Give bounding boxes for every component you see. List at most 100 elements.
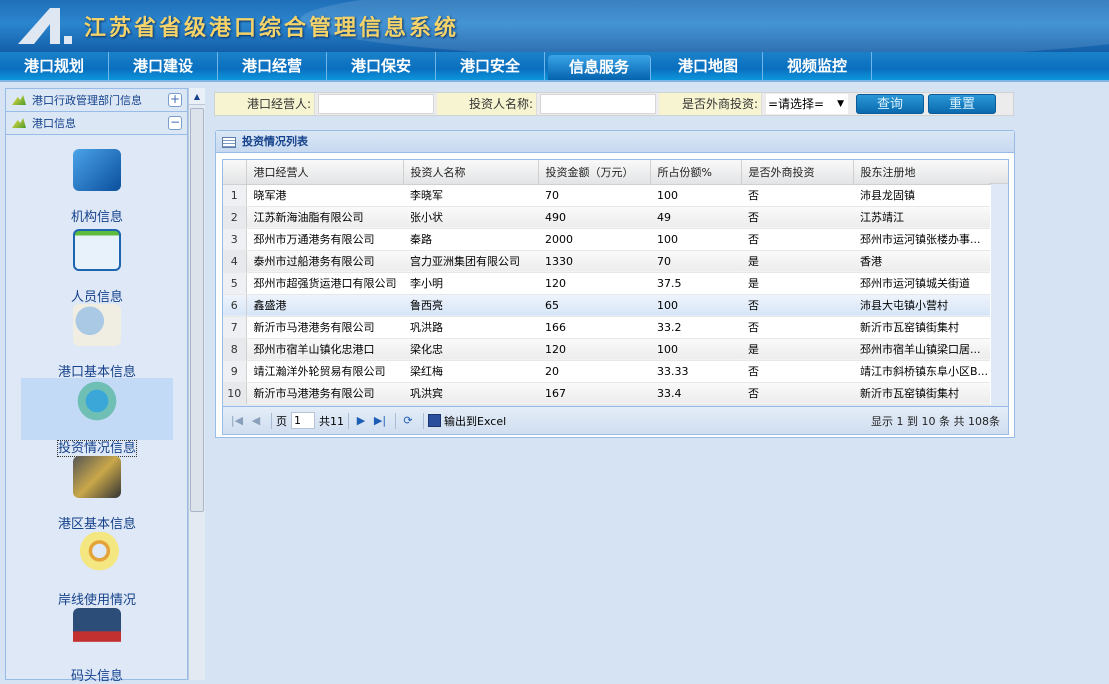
header-filler — [989, 160, 1008, 184]
sidebar-module-4[interactable]: 港区基本信息 — [21, 454, 173, 532]
table-cell: 65 — [538, 294, 650, 317]
nav-item-7[interactable]: 视频监控 — [763, 52, 872, 80]
table-row[interactable]: 8 邳州市宿羊山镇化忠港口 梁化忠 120 100 是邳州市宿羊山镇梁口居... — [223, 338, 990, 361]
scroll-thumb[interactable] — [190, 108, 204, 512]
module-label: 人员信息 — [70, 290, 123, 305]
nav-item-6[interactable]: 港口地图 — [654, 52, 763, 80]
sidebar-module-3[interactable]: 投资情况信息 — [21, 378, 173, 457]
pager-info: 显示 1 到 10 条 共 108条 — [871, 414, 1000, 428]
table-row[interactable]: 1 晓军港 李晓军 70 100 否沛县龙固镇 — [223, 184, 990, 207]
sidebar-module-2[interactable]: 港口基本信息 — [21, 302, 173, 380]
table-cell: 否 — [741, 382, 853, 405]
table-cell: 1330 — [538, 250, 650, 273]
expand-icon[interactable]: + — [168, 92, 182, 107]
table-cell: 邳州市宿羊山镇梁口居... — [853, 338, 990, 361]
operator-input[interactable] — [318, 94, 434, 114]
sidebar-module-1[interactable]: 人员信息 — [21, 227, 173, 305]
person-card-icon — [73, 229, 121, 271]
column-header[interactable]: 投资人名称 — [403, 160, 539, 185]
table-cell: 新沂市马港港务有限公司 — [246, 382, 403, 405]
investment-panel: 投资情况列表 港口经营人 投资人名称 投资金额（万元） 所占份额% 是否外商投资 股东注册… — [215, 130, 1015, 438]
section-label: 港口信息 — [32, 117, 76, 130]
save-icon — [428, 414, 441, 427]
next-page-icon[interactable]: ▶ — [356, 414, 366, 427]
refresh-icon[interactable]: ⟳ — [403, 414, 413, 427]
table-cell: 33.2 — [650, 316, 741, 339]
table-cell: 否 — [741, 360, 853, 383]
sidebar-scrollbar[interactable]: ▲ — [188, 88, 205, 680]
module-label: 岸线使用情况 — [57, 593, 136, 608]
investment-table: 港口经营人 投资人名称 投资金额（万元） 所占份额% 是否外商投资 股东注册地 1 晓军港李… — [223, 160, 991, 405]
search-button[interactable]: 查询 — [856, 94, 924, 114]
table-row[interactable]: 2 江苏新海油脂有限公司 张小状 490 49 否江苏靖江 — [223, 206, 990, 229]
table-row[interactable]: 5 邳州市超强货运港口有限公司 李小明 120 37.5 是邳州市运河镇城关街道 — [223, 272, 990, 295]
sidebar-module-0[interactable]: 机构信息 — [21, 147, 173, 225]
table-cell: 33.33 — [650, 360, 741, 383]
table-cell: 邳州市运河镇张楼办事... — [853, 228, 990, 251]
nav-item-1[interactable]: 港口建设 — [109, 52, 218, 80]
foreign-select[interactable]: =请选择= ▼ — [766, 94, 848, 114]
scroll-up-icon[interactable]: ▲ — [189, 88, 205, 105]
table-row[interactable]: 7 新沂市马港港务有限公司 巩洪路 166 33.2 否新沂市瓦窑镇街集村 — [223, 316, 990, 339]
export-label: 输出到Excel — [444, 414, 507, 428]
table-cell: 49 — [650, 206, 741, 229]
nav-item-4[interactable]: 港口安全 — [436, 52, 545, 80]
column-header[interactable]: 港口经营人 — [246, 160, 404, 185]
table-cell: 鲁西亮 — [403, 294, 538, 317]
table-row[interactable]: 3 邳州市万通港务有限公司 秦路 2000 100 否邳州市运河镇张楼办事... — [223, 228, 990, 251]
reset-button[interactable]: 重置 — [928, 94, 996, 114]
investment-grid: 港口经营人 投资人名称 投资金额（万元） 所占份额% 是否外商投资 股东注册地 1 晓军港李… — [222, 159, 1009, 435]
table-cell: 490 — [538, 206, 650, 229]
nav-item-0[interactable]: 港口规划 — [0, 52, 109, 80]
investment-icon — [73, 380, 121, 422]
table-cell: 邳州市运河镇城关街道 — [853, 272, 990, 295]
table-cell: 否 — [741, 184, 853, 207]
table-row[interactable]: 9 靖江瀚洋外轮贸易有限公司 梁红梅 20 33.33 否靖江市斜桥镇东阜小区B... — [223, 360, 990, 383]
table-cell: 靖江瀚洋外轮贸易有限公司 — [246, 360, 403, 383]
row-number: 5 — [223, 272, 247, 295]
table-cell: 沛县龙固镇 — [853, 184, 990, 207]
separator — [348, 412, 349, 429]
separator — [423, 412, 424, 429]
nav-item-2[interactable]: 港口经营 — [218, 52, 327, 80]
column-header[interactable]: 股东注册地 — [853, 160, 991, 185]
table-row[interactable]: 4 泰州市过船港务有限公司 宫力亚洲集团有限公司 1330 70 是香港 — [223, 250, 990, 273]
nav-item-5[interactable]: 信息服务 — [548, 55, 651, 80]
table-row[interactable]: 10 新沂市马港港务有限公司 巩洪宾 167 33.4 否新沂市瓦窑镇街集村 — [223, 382, 990, 405]
row-number: 10 — [223, 382, 247, 405]
column-header[interactable]: 投资金额（万元） — [538, 160, 651, 185]
column-header[interactable]: 所占份额% — [650, 160, 742, 185]
first-page-icon[interactable]: |◀ — [230, 414, 244, 427]
section-port-info[interactable]: 港口信息 − — [6, 112, 187, 135]
nav-item-3[interactable]: 港口保安 — [327, 52, 436, 80]
row-number: 7 — [223, 316, 247, 339]
container-icon — [73, 608, 121, 650]
table-cell: 否 — [741, 206, 853, 229]
table-cell: 香港 — [853, 250, 990, 273]
table-row[interactable]: 6 鑫盛港 鲁西亮 65 100 否沛县大屯镇小营村 — [223, 294, 990, 317]
separator — [271, 412, 272, 429]
collapse-icon[interactable]: − — [168, 115, 182, 130]
mountain-icon — [12, 95, 26, 105]
table-cell: 江苏靖江 — [853, 206, 990, 229]
investor-input[interactable] — [540, 94, 656, 114]
table-cell: 166 — [538, 316, 650, 339]
export-excel-button[interactable]: 输出到Excel — [428, 413, 506, 429]
table-cell: 100 — [650, 294, 741, 317]
table-cell: 江苏新海油脂有限公司 — [246, 206, 403, 229]
sidebar-module-6[interactable]: 码头信息 — [21, 606, 173, 684]
page-input[interactable]: 1 — [291, 412, 315, 429]
section-label: 港口行政管理部门信息 — [32, 94, 142, 107]
table-cell: 泰州市过船港务有限公司 — [246, 250, 403, 273]
prev-page-icon[interactable]: ◀ — [251, 414, 261, 427]
row-number: 3 — [223, 228, 247, 251]
row-number: 4 — [223, 250, 247, 273]
section-admin-dept[interactable]: 港口行政管理部门信息 + — [6, 89, 187, 112]
sidebar-module-5[interactable]: 岸线使用情况 — [21, 530, 173, 608]
foreign-label: 是否外商投资: — [659, 93, 762, 115]
table-cell: 新沂市瓦窑镇街集村 — [853, 382, 990, 405]
table-cell: 是 — [741, 272, 853, 295]
table-cell: 沛县大屯镇小营村 — [853, 294, 990, 317]
column-header[interactable]: 是否外商投资 — [741, 160, 854, 185]
last-page-icon[interactable]: ▶| — [373, 414, 387, 427]
